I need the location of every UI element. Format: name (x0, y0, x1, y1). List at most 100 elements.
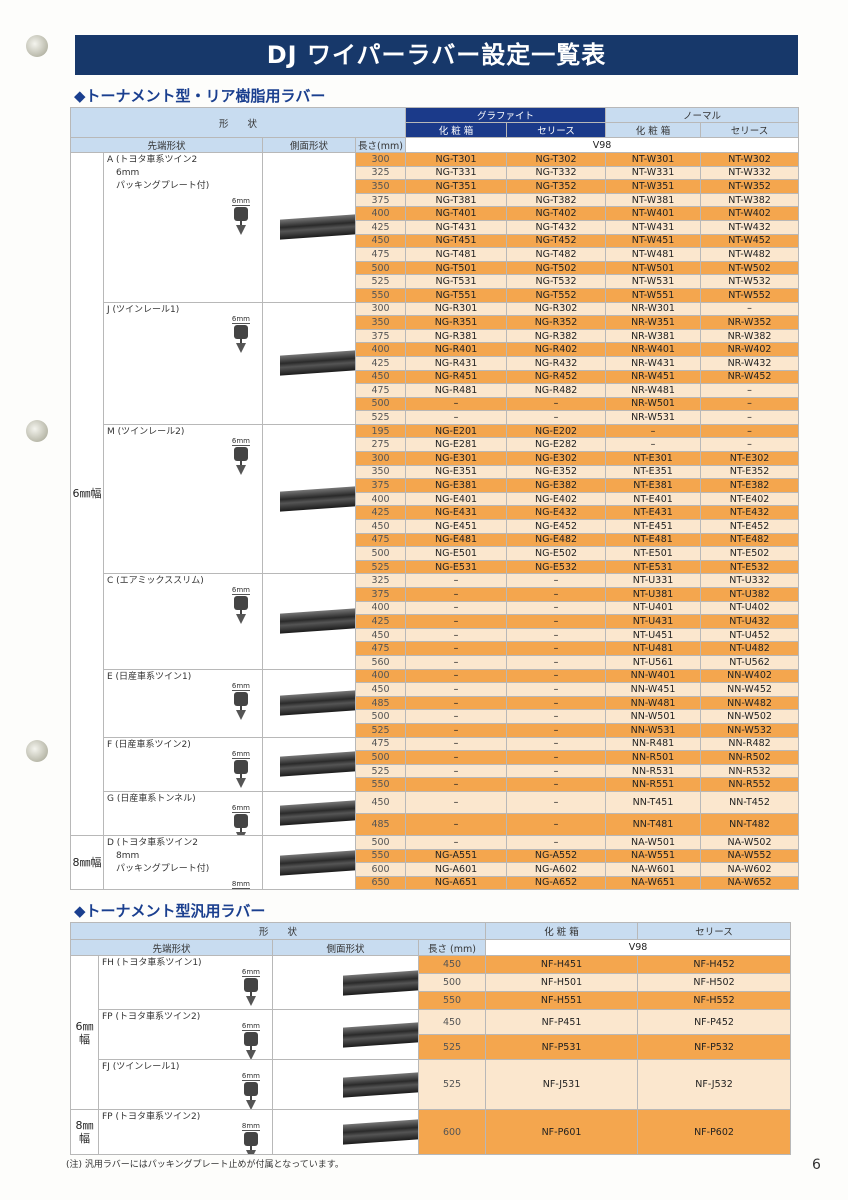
header-side-shape: 側面形状 (272, 939, 419, 956)
tip-shape-cell: A (トヨタ車系ツイン2 6mm パッキングプレート付) 6mm (103, 152, 263, 303)
part-number-cell: NG-R432 (506, 355, 607, 371)
part-number-cell: NN-R552 (700, 777, 800, 792)
length-cell: 550 (354, 287, 407, 303)
length-cell: 475 (354, 383, 407, 398)
part-number-cell: – (700, 437, 800, 453)
header-tip-shape: 先端形状 (70, 939, 273, 956)
part-number-cell: NN-W501 (605, 709, 702, 724)
part-number-cell: – (405, 396, 508, 412)
part-number-cell: NR-W431 (605, 355, 702, 371)
part-number-cell: NF-P531 (485, 1034, 639, 1060)
part-number-cell: NR-W402 (700, 342, 800, 357)
part-number-cell: NR-W452 (700, 369, 800, 385)
length-cell: 550 (354, 777, 407, 792)
table-row: 8㎜幅 FP (トヨタ車系ツイン2) 8mm 600 NF-P601 NF-P602 (70, 1109, 792, 1155)
part-number-cell: NN-R531 (605, 763, 702, 779)
length-cell: 300 (354, 152, 407, 167)
header-shape: 形 状 (69, 922, 487, 940)
length-cell: 525 (417, 1059, 487, 1110)
length-cell: 475 (354, 736, 407, 752)
header-normal-box: 化 粧 箱 (605, 122, 702, 138)
length-cell: 525 (354, 722, 407, 738)
length-cell: 195 (354, 423, 407, 439)
side-profile-cell (262, 736, 356, 792)
part-number-cell: NA-W552 (700, 848, 800, 864)
length-cell: 425 (354, 219, 407, 235)
header-length: 長さ (mm) (417, 939, 487, 956)
table-row: 8㎜幅 D (トヨタ車系ツイン2 8mm パッキングプレート付) 8mm 500– – N… (70, 834, 800, 891)
length-cell: 325 (354, 573, 407, 588)
part-number-cell: – (506, 682, 607, 697)
part-number-cell: – (506, 614, 607, 629)
part-number-cell: – (506, 410, 607, 425)
part-number-cell: NG-E301 (405, 451, 508, 466)
part-number-cell: NG-E382 (506, 478, 607, 493)
tip-shape-icon: 6mm (231, 749, 250, 789)
part-number-cell: – (405, 641, 508, 656)
part-number-cell: NG-E531 (405, 559, 508, 575)
part-number-cell: NT-E351 (605, 464, 702, 480)
side-profile-cell (262, 790, 356, 836)
length-cell: 550 (354, 848, 407, 864)
part-number-cell: NT-W481 (605, 247, 702, 262)
tip-width-label: 6mm (231, 586, 250, 596)
part-number-cell: NN-T452 (700, 790, 800, 814)
part-number-cell: NR-W531 (605, 410, 702, 425)
part-number-cell: NT-E302 (700, 451, 800, 466)
tip-width-label: 6mm (231, 749, 250, 759)
part-number-cell: NG-T482 (506, 247, 607, 262)
table-row: J (ツインレール1) 6mm 300 NG-R301 NG-R302 NR-W301– (70, 301, 800, 425)
side-profile-cell (262, 668, 356, 738)
tip-shape-icon: 6mm (231, 586, 250, 625)
table-row: G (日産車系トンネル) 6mm 450– – NN-T451 NN-T452 (70, 790, 800, 836)
part-number-cell: NR-W351 (605, 315, 702, 330)
tip-width-label: 6mm (241, 1072, 260, 1081)
header-v98: V98 (405, 137, 800, 153)
footnote: (注) 汎用ラバーにはパッキングプレート止めが付属となっています。 (66, 1160, 344, 1170)
part-number-cell: – (506, 722, 607, 738)
part-number-cell: NT-U401 (605, 600, 702, 616)
part-number-cell: – (405, 668, 508, 684)
part-number-cell: NA-W501 (605, 834, 702, 850)
part-number-cell: – (506, 763, 607, 779)
rubber-cross-section-icon (233, 207, 248, 235)
tip-shape-name: パッキングプレート付) (107, 863, 210, 874)
width-group-label: 6㎜幅 (70, 955, 99, 1110)
part-number-cell: NG-T332 (506, 165, 607, 181)
side-profile-image (343, 969, 418, 996)
part-number-cell: NF-H451 (485, 955, 639, 974)
part-number-cell: NG-E452 (506, 519, 607, 534)
tip-shape-icon: 6mm (241, 1022, 260, 1059)
length-cell: 500 (354, 750, 407, 765)
part-number-cell: NT-E401 (605, 491, 702, 507)
part-number-cell: – (405, 736, 508, 752)
part-number-cell: NG-E282 (506, 437, 607, 453)
tip-shape-cell: J (ツインレール1) 6mm (103, 301, 263, 425)
part-number-cell: NG-T432 (506, 219, 607, 235)
header-graphite-series: セリース (506, 122, 607, 138)
part-number-cell: NG-E351 (405, 464, 508, 480)
tip-width-label: 6mm (231, 681, 250, 691)
part-number-cell: – (506, 750, 607, 765)
length-cell: 525 (417, 1034, 487, 1060)
part-number-cell: NG-R451 (405, 369, 508, 385)
part-number-cell: NT-W502 (700, 260, 800, 276)
part-number-cell: NT-U482 (700, 641, 800, 656)
part-number-cell: – (405, 600, 508, 616)
part-number-cell: NG-E202 (506, 423, 607, 439)
part-number-cell: NG-A601 (405, 862, 508, 877)
length-cell: 375 (354, 478, 407, 493)
width-group-label: 8㎜幅 (70, 834, 104, 891)
part-number-cell: – (700, 410, 800, 425)
tip-shape-name: G (日産車系トンネル) (107, 793, 196, 804)
length-cell: 450 (354, 369, 407, 385)
part-number-cell: NF-J531 (485, 1059, 639, 1110)
tip-width-label: 6mm (241, 1022, 260, 1031)
part-number-cell: NT-W551 (605, 287, 702, 303)
part-number-cell: – (506, 709, 607, 724)
side-profile-cell (262, 423, 356, 575)
side-profile-image (280, 350, 355, 376)
page-number: 6 (812, 1157, 821, 1173)
tip-width-label: 8mm (231, 879, 250, 889)
part-number-cell: NN-W531 (605, 722, 702, 738)
